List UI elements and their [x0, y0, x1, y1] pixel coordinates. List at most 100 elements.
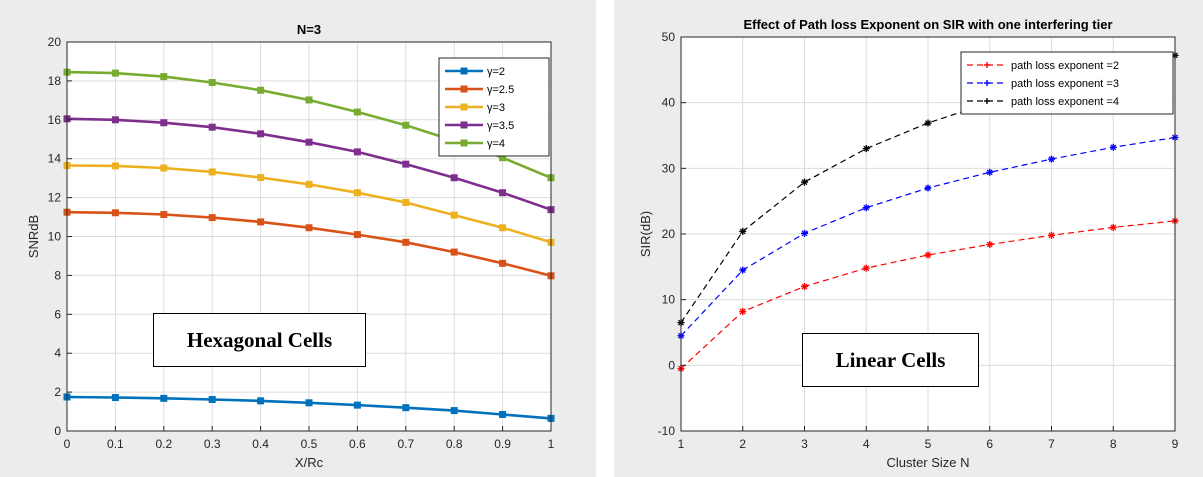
y-tick-label: 10 [662, 293, 676, 307]
data-point [208, 395, 216, 403]
legend-entry-3: path loss exponent =4 [1011, 96, 1119, 108]
data-point-stroke [1048, 156, 1055, 163]
data-point [402, 121, 410, 129]
y-tick-label: 0 [54, 424, 61, 438]
data-point-stroke [1110, 144, 1117, 151]
data-point [305, 399, 313, 407]
data-point-stroke [801, 179, 808, 186]
data-point [739, 307, 747, 315]
y-tick-label: 50 [662, 30, 676, 44]
x-tick-label: 0.5 [301, 437, 318, 451]
data-point [801, 178, 808, 186]
data-point [257, 174, 265, 182]
data-point [739, 227, 747, 235]
legend-entry-2: path loss exponent =3 [1011, 78, 1119, 90]
data-point [499, 259, 507, 267]
data-point [801, 283, 808, 291]
x-tick-label: 0.6 [349, 437, 366, 451]
legend-marker [460, 121, 468, 129]
x-tick-label: 0.2 [155, 437, 172, 451]
data-point [450, 174, 458, 182]
legend-marker [460, 85, 468, 93]
legend-entry-2: γ=2.5 [487, 84, 514, 96]
data-point-stroke [739, 267, 746, 274]
x-axis-label: X/Rc [295, 455, 324, 470]
data-point [257, 86, 265, 94]
x-tick-label: 0.3 [204, 437, 221, 451]
x-tick-label: 0.9 [494, 437, 511, 451]
data-point [353, 231, 361, 239]
legend-marker [460, 103, 468, 111]
data-point [208, 123, 216, 131]
data-point-stroke [863, 265, 870, 272]
legend-marker [460, 67, 468, 75]
legend-entry-1: path loss exponent =2 [1011, 60, 1119, 72]
chart-panel-hexagonal: 0 0.1 0.2 0.3 0.4 0.5 0.6 0.7 0.8 0.9 1 0 2 4 6 8 10 12 14… [0, 0, 596, 477]
data-point-stroke [925, 120, 931, 126]
data-point-stroke [739, 228, 746, 235]
data-point [499, 410, 507, 418]
data-point [208, 214, 216, 222]
y-tick-label: 2 [54, 385, 61, 399]
x-tick-label: 6 [986, 437, 993, 451]
x-tick-label: 4 [863, 437, 870, 451]
x-tick-label: 1 [678, 437, 685, 451]
chart-svg-linear: 1 2 3 4 5 6 7 8 9 -10 0 10 20 30 40 50 Effect of Path lo… [638, 17, 1179, 470]
y-tick-label: 30 [662, 161, 676, 175]
x-axis-label: Cluster Size N [886, 455, 969, 470]
legend-box [960, 51, 1174, 115]
data-point [305, 224, 313, 232]
chart-title: N=3 [297, 22, 321, 37]
data-point [353, 401, 361, 409]
data-point [986, 241, 994, 249]
data-point [924, 251, 932, 259]
data-point-stroke [1110, 224, 1117, 231]
data-point-stroke [925, 185, 931, 191]
legend-entry-3: γ=3 [487, 102, 505, 114]
y-tick-label: 8 [54, 268, 61, 282]
data-point [402, 198, 410, 206]
data-point [111, 162, 119, 170]
data-point [111, 209, 119, 217]
y-tick-label: 18 [48, 74, 62, 88]
y-tick-label: 10 [48, 230, 62, 244]
data-point [499, 154, 507, 162]
data-point [862, 145, 870, 153]
y-tick-label: 16 [48, 113, 62, 127]
y-tick-label: 40 [662, 96, 676, 110]
y-tick-label: 14 [48, 152, 62, 166]
data-point-stroke [863, 204, 870, 211]
data-point [924, 119, 932, 127]
legend-entry-5: γ=4 [487, 138, 505, 150]
data-point [160, 211, 168, 219]
data-point [208, 78, 216, 86]
x-tick-label: 0.8 [446, 437, 463, 451]
data-point [1048, 231, 1055, 239]
data-point [402, 238, 410, 246]
data-point [739, 266, 747, 274]
y-tick-label: 0 [668, 358, 675, 372]
legend-entry-1: γ=2 [487, 66, 505, 78]
data-point-stroke [863, 145, 870, 152]
chart-panel-linear: 1 2 3 4 5 6 7 8 9 -10 0 10 20 30 40 50 Effect of Path lo… [614, 0, 1203, 477]
series-line-1 [680, 220, 1176, 370]
x-tick-label: 5 [925, 437, 932, 451]
data-point [257, 218, 265, 226]
data-point [305, 180, 313, 188]
data-point [499, 189, 507, 197]
data-point [1109, 143, 1117, 151]
data-point [353, 189, 361, 197]
data-point [111, 69, 119, 77]
chart-title: Effect of Path loss Exponent on SIR with… [743, 17, 1112, 32]
data-point [924, 184, 932, 192]
y-tick-label: 12 [48, 191, 62, 205]
data-point [160, 164, 168, 172]
chart-svg-hexagonal: 0 0.1 0.2 0.3 0.4 0.5 0.6 0.7 0.8 0.9 102468101214… [26, 22, 555, 470]
data-point [986, 168, 994, 176]
data-point [160, 394, 168, 402]
x-tick-label: 2 [739, 437, 746, 451]
data-point [1109, 223, 1117, 231]
x-tick-label: 7 [1048, 437, 1055, 451]
data-point-stroke [801, 230, 808, 237]
x-tick-label: 0.1 [107, 437, 124, 451]
